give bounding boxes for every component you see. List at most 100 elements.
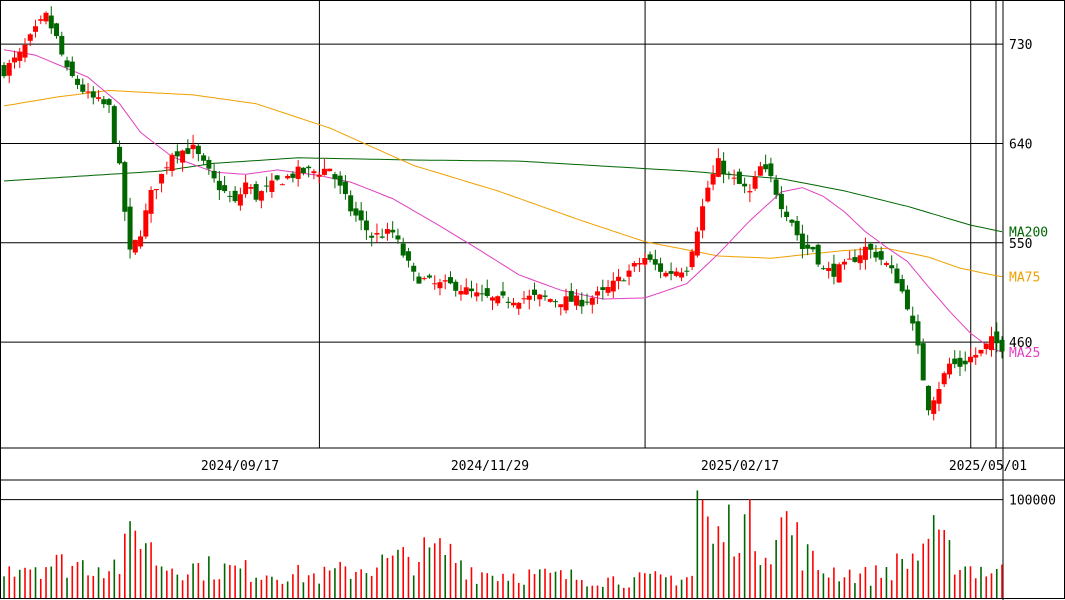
candle-up <box>521 298 527 300</box>
candle-down <box>957 357 963 367</box>
candle-down <box>910 315 916 324</box>
candle-up <box>700 206 706 231</box>
date-tick-label: 2024/09/17 <box>201 459 279 474</box>
candle-down <box>274 175 280 180</box>
candle-down <box>647 254 653 260</box>
candle-up <box>295 166 301 179</box>
candle-up <box>143 210 149 237</box>
ma25-line <box>3 49 1003 353</box>
candle-down <box>64 60 70 68</box>
legend-label-ma75: MA75 <box>1009 271 1040 286</box>
candle-up <box>374 233 380 235</box>
candle-up <box>589 297 595 305</box>
candle-down <box>726 173 732 175</box>
candle-down <box>952 358 958 365</box>
candle-down <box>815 244 821 265</box>
candle-down <box>904 289 910 310</box>
candle-down <box>332 174 338 180</box>
candle-up <box>637 263 643 265</box>
candlesticks <box>1 6 1005 421</box>
candle-down <box>358 210 364 221</box>
candle-down <box>195 145 201 155</box>
candle-down <box>405 251 411 261</box>
candle-down <box>342 181 348 195</box>
candle-up <box>243 182 249 195</box>
candle-down <box>290 173 296 178</box>
price-tick-label: 640 <box>1009 137 1032 152</box>
candle-down <box>48 15 54 29</box>
candle-up <box>642 258 648 265</box>
candle-down <box>101 99 107 105</box>
candle-up <box>17 51 23 61</box>
candle-up <box>883 263 889 265</box>
candle-down <box>363 220 369 231</box>
candle-up <box>537 294 543 300</box>
candle-up <box>936 389 942 404</box>
candle-down <box>721 160 727 175</box>
candle-up <box>705 187 711 202</box>
candle-down <box>684 270 690 272</box>
candle-down <box>447 277 453 284</box>
candle-up <box>269 180 275 192</box>
candle-up <box>159 173 165 184</box>
candle-up <box>931 400 937 414</box>
candle-up <box>558 304 564 308</box>
candle-down <box>820 268 826 270</box>
candle-down <box>174 151 180 157</box>
volume-bars <box>3 490 1003 598</box>
candle-down <box>999 339 1005 352</box>
candle-up <box>442 280 448 282</box>
candle-down <box>122 162 128 212</box>
candle-up <box>978 349 984 354</box>
legend-label-ma200: MA200 <box>1009 226 1048 241</box>
candle-up <box>164 167 170 169</box>
candle-down <box>553 301 559 303</box>
candle-up <box>321 168 327 175</box>
candle-up <box>248 187 254 189</box>
candle-down <box>579 299 585 307</box>
candle-up <box>757 166 763 176</box>
candle-down <box>379 236 385 238</box>
candle-up <box>626 270 632 277</box>
candle-down <box>395 235 401 240</box>
candle-up <box>474 292 480 297</box>
candle-up <box>941 373 947 385</box>
candle-down <box>127 206 133 250</box>
candle-up <box>526 295 532 300</box>
candle-up <box>967 356 973 363</box>
candle-up <box>826 268 832 272</box>
date-tick-label: 2025/05/01 <box>949 459 1027 474</box>
candle-up <box>857 255 863 264</box>
ma200-line <box>3 157 1003 233</box>
candle-up <box>862 246 868 260</box>
candle-up <box>437 282 443 289</box>
candle-up <box>841 261 847 265</box>
candle-up <box>22 44 28 58</box>
candle-up <box>169 154 175 171</box>
candle-down <box>994 331 1000 344</box>
candle-down <box>300 167 306 173</box>
candle-down <box>201 155 207 161</box>
candle-down <box>416 276 422 284</box>
candle-down <box>658 263 664 272</box>
candle-up <box>516 302 522 309</box>
candle-up <box>85 91 91 93</box>
candle-up <box>747 191 753 193</box>
candle-up <box>663 272 669 277</box>
candle-up <box>679 272 685 278</box>
candle-down <box>584 301 590 303</box>
candle-up <box>563 296 569 311</box>
candle-down <box>763 164 769 170</box>
candle-down <box>426 275 432 278</box>
candle-down <box>799 233 805 250</box>
candle-down <box>59 35 65 55</box>
candle-up <box>132 239 138 253</box>
candle-down <box>468 288 474 292</box>
moving-averages <box>3 49 1003 353</box>
candle-up <box>595 291 601 296</box>
price-tick-label: 730 <box>1009 38 1032 53</box>
candle-down <box>69 61 75 76</box>
candle-up <box>316 174 322 177</box>
candle-up <box>311 171 317 174</box>
